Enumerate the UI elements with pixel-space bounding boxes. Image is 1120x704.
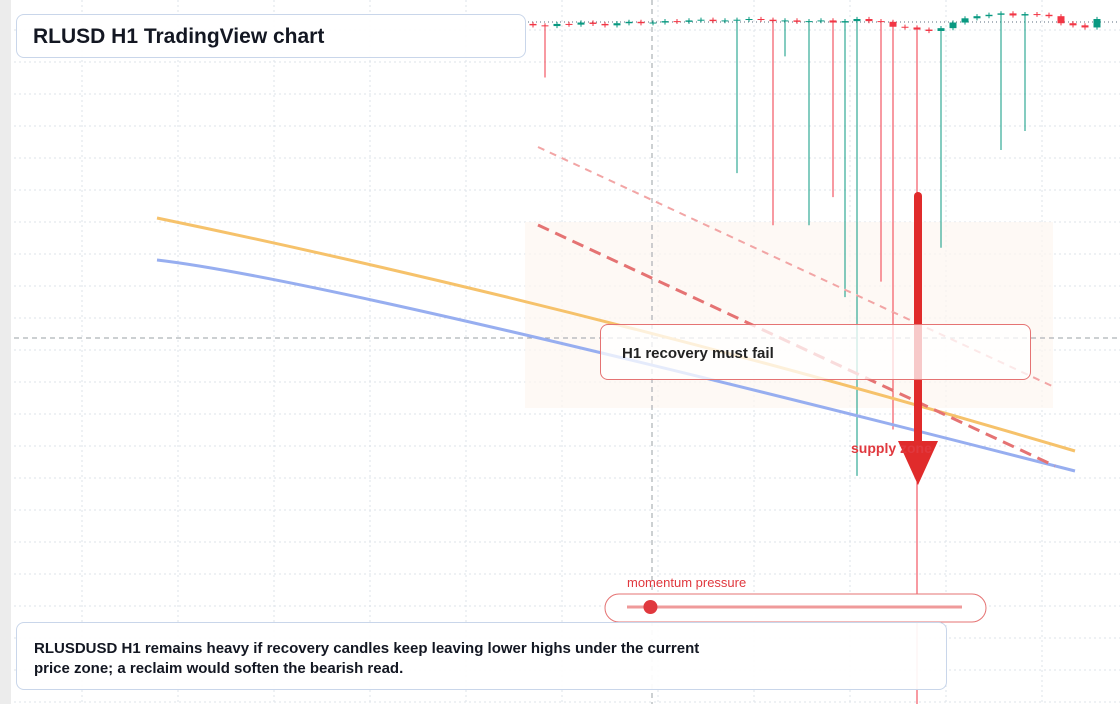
- candle-body: [853, 19, 861, 22]
- candle-body: [793, 20, 801, 22]
- candle-body: [949, 22, 957, 29]
- candle-body: [577, 22, 585, 25]
- ma-blue: [156, 258, 1076, 473]
- left-strip: [0, 0, 11, 704]
- supply-zone: [525, 222, 1053, 408]
- momentum-dot: [643, 600, 658, 614]
- candle-body: [589, 22, 597, 24]
- candle-body: [1045, 14, 1053, 17]
- candle-body: [649, 22, 657, 24]
- candle-body: [553, 23, 561, 27]
- candle-body: [937, 28, 945, 31]
- note-box: RLUSDUSD H1 remains heavy if recovery ca…: [16, 622, 947, 690]
- candle-body: [913, 27, 921, 30]
- title-box: RLUSD H1 TradingView chart: [16, 14, 526, 58]
- candle-body: [829, 20, 837, 23]
- candle-body: [613, 23, 621, 26]
- candle-body: [1057, 16, 1065, 24]
- candle-body: [901, 26, 909, 28]
- candle-body: [1009, 13, 1017, 16]
- candle-body: [697, 19, 705, 21]
- candle-body: [805, 21, 813, 23]
- candle-body: [1069, 23, 1077, 26]
- candle-body: [973, 16, 981, 19]
- candle-body: [1033, 14, 1041, 16]
- momentum: [643, 600, 658, 614]
- candle-body: [841, 21, 849, 23]
- title: RLUSD H1 TradingView chart: [33, 25, 325, 48]
- candle-body: [817, 20, 825, 22]
- candle-body: [637, 21, 645, 24]
- candle-body: [625, 21, 633, 24]
- candle-body: [709, 19, 717, 22]
- candle-body: [1021, 14, 1029, 16]
- candle-body: [733, 19, 741, 21]
- callout: H1 recovery must fail: [622, 345, 774, 362]
- arrow-head: [898, 441, 938, 485]
- candle-body: [1093, 19, 1101, 28]
- candle-body: [769, 19, 777, 22]
- candle-body: [661, 21, 669, 23]
- candle-body: [757, 19, 765, 21]
- candle-body: [925, 29, 933, 31]
- candle-body: [865, 19, 873, 22]
- zone-label: supply zone: [851, 440, 932, 456]
- candle-body: [541, 25, 549, 27]
- candle-body: [673, 21, 681, 23]
- candle-body: [685, 20, 693, 22]
- candle-body: [961, 18, 969, 23]
- momentum-label: momentum pressure: [627, 575, 746, 590]
- candle-body: [985, 14, 993, 17]
- candle-body: [601, 23, 609, 26]
- candle-body: [721, 20, 729, 22]
- candle-body: [1081, 25, 1089, 28]
- candle-body: [781, 20, 789, 22]
- candle-body: [529, 23, 537, 26]
- candle-body: [565, 23, 573, 25]
- candle-body: [745, 19, 753, 21]
- note: RLUSDUSD H1 remains heavy if recovery ca…: [34, 640, 700, 677]
- candle-body: [997, 13, 1005, 15]
- candle-body: [877, 21, 885, 23]
- candle-body: [889, 21, 897, 27]
- callout-box: H1 recovery must fail: [600, 324, 1031, 380]
